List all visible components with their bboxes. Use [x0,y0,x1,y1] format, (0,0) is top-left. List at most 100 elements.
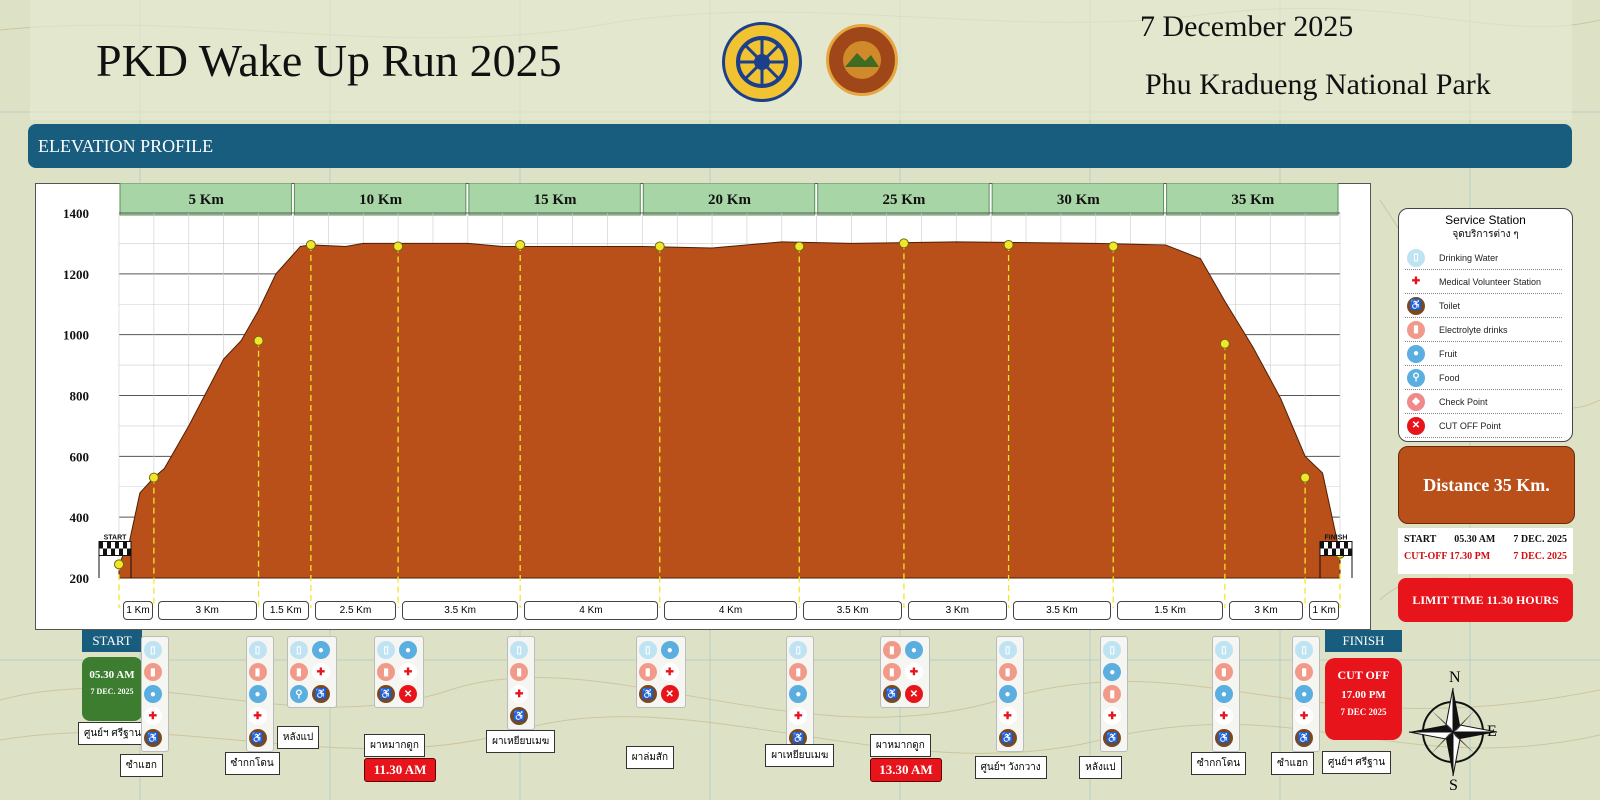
station-name: ผาเหยียบเมฆ [765,744,835,767]
food-icon: ⚲ [289,685,308,703]
checkpoint-marker [305,239,316,250]
water-bottle-icon: ▯ [377,641,396,659]
electrolyte-icon: ▮ [998,663,1017,681]
start-box: START 05.30 AM 7 DEC. 2025 [82,630,142,721]
service-icon-stack: ▯ ▮ ● ✚ ♿ [786,636,815,752]
finish-box: FINISH CUT OFF 17.00 PM 7 DEC 2025 [1325,630,1402,740]
schedule-cutoff-date: 7 DEC. 2025 [1513,551,1567,562]
finish-cutoff-time: 17.00 PM [1341,689,1386,701]
station-name: ผาล่มสัก [625,746,675,769]
red-cross-icon: ✚ [660,663,679,681]
red-cross-icon: ✚ [143,707,162,725]
km-header-cell [293,183,467,216]
legend-subtitle: จุดบริการต่าง ๆ [1452,229,1519,240]
schedule-start-date: 7 DEC. 2025 [1513,534,1567,545]
water-bottle-icon: ▯ [789,641,808,659]
legend-row: ▯ Drinking Water [1405,246,1562,270]
segment-distance: 3 Km [907,601,1007,620]
legend-label: Electrolyte drinks [1439,324,1508,335]
checkpoint-marker [794,241,805,252]
rotary-logo [722,22,802,102]
compass-n: N [1449,669,1461,686]
national-park-logo [826,24,898,96]
toilet-icon: ♿ [1407,296,1425,315]
legend-row: ✕ CUT OFF Point [1405,414,1562,438]
fruit-icon: ● [399,641,418,659]
km-header-cell [642,183,816,216]
service-icon-stack: ▮ ● ▮ ✚ ♿ ✕ [879,636,930,708]
start-flag-check [99,541,103,549]
red-cross-icon: ✚ [1214,707,1233,725]
red-cross-icon: ✚ [904,663,923,681]
station-name: ซำกกโดน [224,752,280,775]
km-header-label: 5 Km [189,192,225,208]
station-name: ซำกกโดน [1190,752,1247,775]
red-cross-icon: ✚ [789,707,808,725]
toilet-icon: ♿ [311,685,330,703]
finish-flag-check [1320,541,1324,549]
finish-flag: FINISH [1319,535,1353,578]
park-emblem-icon [843,41,881,79]
red-cross-icon: ✚ [399,663,418,681]
segment-distance: 3 Km [1228,601,1304,620]
red-cross-icon: ✚ [1407,272,1425,291]
water-bottle-icon: ▯ [510,641,529,659]
finish-cutoff-title: CUT OFF [1337,668,1390,682]
water-bottle-icon: ▯ [1103,641,1122,659]
toilet-icon: ♿ [377,685,396,703]
station-name: ผาเหยียบเมฆ [486,730,556,753]
fruit-icon: ● [1214,685,1233,703]
cut-off-icon: ✕ [660,685,679,703]
fruit-icon: ● [789,685,808,703]
start-flag-check [107,541,111,549]
checkpoint-marker [1003,239,1014,250]
toilet-icon: ♿ [1295,729,1314,747]
legend-row: ◆ Check Point [1405,390,1562,414]
km-header-cell [817,183,990,216]
finish-flag-check [1344,541,1348,549]
electrolyte-icon: ▮ [789,663,808,681]
elevation-chart: 5 Km 10 Km 15 Km 20 Km 25 Km 30 Km 35 Km 1400 12… [63,183,1353,608]
start-flag-check [111,548,115,556]
finish-flag-check [1332,548,1336,556]
electrolyte-icon: ▮ [1295,663,1314,681]
fruit-icon: ● [143,685,162,703]
km-header-label: 10 Km [359,192,402,208]
electrolyte-icon: ▮ [1407,320,1425,339]
water-bottle-icon: ▯ [1407,248,1425,267]
segment-distance: 3 Km [157,601,257,620]
compass-rose: N E S [1408,669,1498,792]
km-header-label: 25 Km [882,192,925,208]
toilet-icon: ♿ [143,729,162,747]
page-title: PKD Wake Up Run 2025 [96,35,562,86]
segment-distance: 3.5 Km [402,601,519,620]
legend-label: Medical Volunteer Station [1439,276,1542,287]
legend-row: ● Fruit [1405,342,1562,366]
electrolyte-icon: ▮ [1103,685,1122,703]
toilet-icon: ♿ [789,729,808,747]
toilet-icon: ♿ [882,685,901,703]
red-cross-icon: ✚ [311,663,330,681]
fruit-icon: ● [904,641,923,659]
start-time: 05.30 AM [89,669,135,681]
compass-s: S [1449,777,1458,792]
electrolyte-icon: ▮ [248,663,267,681]
station-name: ศูนย์ฯ ศรีฐาน [78,722,148,745]
finish-flag-check [1340,548,1344,556]
legend-label: Fruit [1439,348,1457,359]
water-bottle-icon: ▯ [248,641,267,659]
legend-row: ⚲ Food [1405,366,1562,390]
km-header-label: 35 Km [1231,192,1274,208]
elevation-area [118,241,1341,579]
start-flag-check [103,548,107,556]
km-header-label: 30 Km [1057,192,1100,208]
y-tick-label: 800 [70,389,90,404]
red-cross-icon: ✚ [1295,707,1314,725]
toilet-icon: ♿ [998,729,1017,747]
checkpoint-marker [148,472,159,483]
checkpoint-marker [114,559,124,570]
checkpoint-marker [1300,472,1311,483]
fruit-icon: ● [998,685,1017,703]
y-tick-label: 400 [70,510,90,525]
water-bottle-icon: ▯ [143,641,162,659]
